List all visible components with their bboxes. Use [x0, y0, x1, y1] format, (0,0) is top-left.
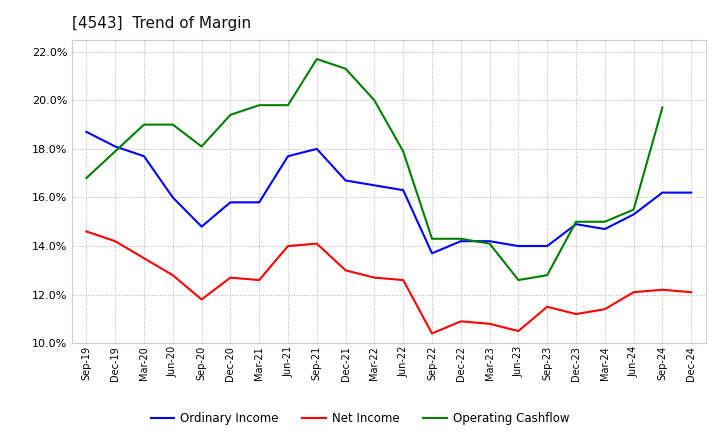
Ordinary Income [140, 154, 148, 159]
Ordinary Income [111, 144, 120, 149]
Operating Cashflow [82, 176, 91, 181]
Ordinary Income [543, 243, 552, 249]
Ordinary Income [428, 251, 436, 256]
Operating Cashflow [168, 122, 177, 127]
Line: Ordinary Income: Ordinary Income [86, 132, 691, 253]
Net Income [572, 312, 580, 317]
Net Income [168, 272, 177, 278]
Operating Cashflow [284, 103, 292, 108]
Ordinary Income [456, 238, 465, 244]
Ordinary Income [341, 178, 350, 183]
Ordinary Income [82, 129, 91, 135]
Operating Cashflow [197, 144, 206, 149]
Ordinary Income [226, 200, 235, 205]
Ordinary Income [197, 224, 206, 229]
Net Income [629, 290, 638, 295]
Operating Cashflow [514, 277, 523, 282]
Ordinary Income [485, 238, 494, 244]
Line: Net Income: Net Income [86, 231, 691, 334]
Ordinary Income [312, 146, 321, 151]
Net Income [111, 238, 120, 244]
Ordinary Income [600, 227, 609, 232]
Operating Cashflow [399, 149, 408, 154]
Ordinary Income [255, 200, 264, 205]
Net Income [197, 297, 206, 302]
Net Income [82, 229, 91, 234]
Net Income [312, 241, 321, 246]
Net Income [514, 328, 523, 334]
Ordinary Income [658, 190, 667, 195]
Ordinary Income [687, 190, 696, 195]
Operating Cashflow [456, 236, 465, 242]
Operating Cashflow [629, 207, 638, 212]
Operating Cashflow [485, 241, 494, 246]
Ordinary Income [284, 154, 292, 159]
Net Income [284, 243, 292, 249]
Ordinary Income [399, 187, 408, 193]
Net Income [456, 319, 465, 324]
Net Income [687, 290, 696, 295]
Net Income [140, 256, 148, 261]
Net Income [341, 268, 350, 273]
Net Income [428, 331, 436, 336]
Net Income [600, 307, 609, 312]
Text: [4543]  Trend of Margin: [4543] Trend of Margin [72, 16, 251, 32]
Ordinary Income [514, 243, 523, 249]
Operating Cashflow [312, 56, 321, 62]
Net Income [255, 277, 264, 282]
Ordinary Income [572, 222, 580, 227]
Net Income [226, 275, 235, 280]
Net Income [543, 304, 552, 309]
Net Income [658, 287, 667, 293]
Net Income [399, 277, 408, 282]
Operating Cashflow [370, 98, 379, 103]
Operating Cashflow [572, 219, 580, 224]
Line: Operating Cashflow: Operating Cashflow [86, 59, 662, 280]
Operating Cashflow [658, 105, 667, 110]
Net Income [485, 321, 494, 326]
Operating Cashflow [543, 272, 552, 278]
Ordinary Income [168, 195, 177, 200]
Legend: Ordinary Income, Net Income, Operating Cashflow: Ordinary Income, Net Income, Operating C… [146, 407, 574, 430]
Operating Cashflow [226, 112, 235, 117]
Operating Cashflow [341, 66, 350, 71]
Ordinary Income [629, 212, 638, 217]
Net Income [370, 275, 379, 280]
Operating Cashflow [600, 219, 609, 224]
Operating Cashflow [111, 149, 120, 154]
Operating Cashflow [255, 103, 264, 108]
Ordinary Income [370, 183, 379, 188]
Operating Cashflow [140, 122, 148, 127]
Operating Cashflow [428, 236, 436, 242]
